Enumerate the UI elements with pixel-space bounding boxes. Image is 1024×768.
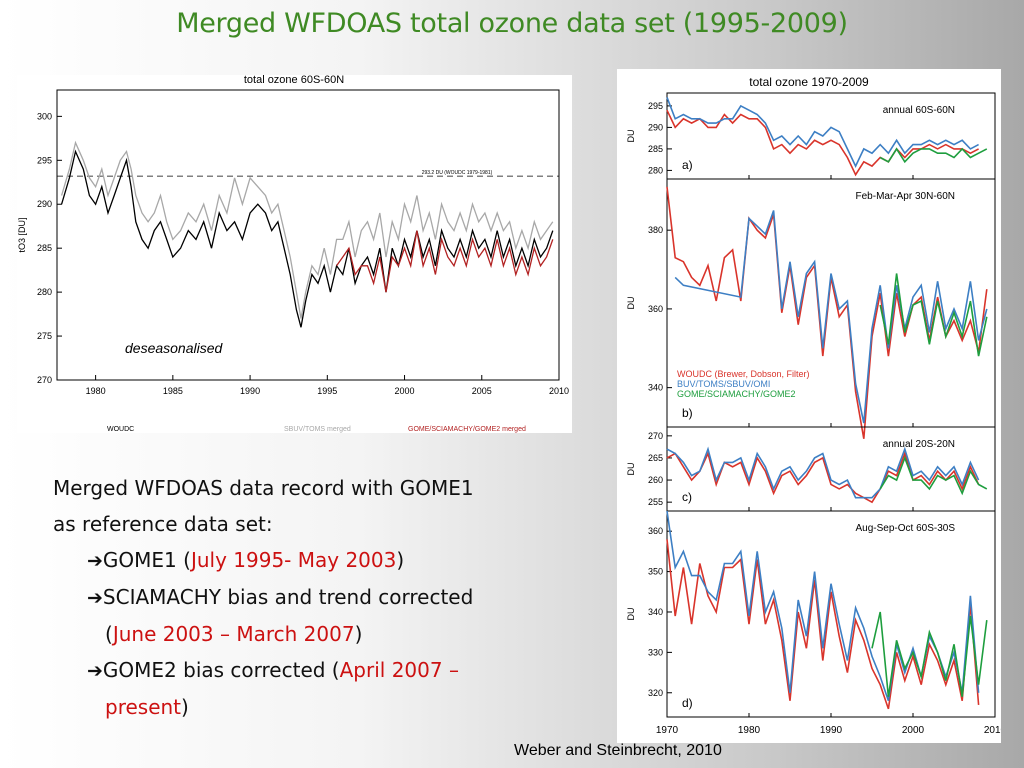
series-line-gome-sciamachy-gome2 xyxy=(879,455,988,496)
y-tick-label: 360 xyxy=(648,526,663,536)
y-tick-label: 280 xyxy=(648,165,663,175)
panel-region-label: annual 20S-20N xyxy=(883,439,955,450)
legend-buv-toms: BUV/TOMS/SBUV/OMI xyxy=(677,379,770,389)
x-tick-label: 1980 xyxy=(738,725,761,736)
citation: Weber and Steinbrecht, 2010 xyxy=(514,742,722,759)
y-tick-label: 340 xyxy=(648,607,663,617)
y-tick-label: 320 xyxy=(648,688,663,698)
reference-line-label: 293.2 DU (WOUDC 1979-1981) xyxy=(422,170,493,176)
y-axis-label: DU xyxy=(626,297,636,310)
panel-region-label: Aug-Sep-Oct 60S-30S xyxy=(856,523,956,534)
series-line-buv-toms-sbuv-omi xyxy=(674,210,988,424)
panel-annual-60s-60n: 280 285 290 295 DU annual 60S-60N a) xyxy=(626,92,996,180)
panel-feb-mar-apr-30n-60n: 340 360 380 DU Feb-Mar-Apr 30N-60N b) xyxy=(626,178,996,439)
y-tick-label: 270 xyxy=(648,431,663,441)
x-tick-label: 2005 xyxy=(472,386,492,396)
y-axis-label: DU xyxy=(626,463,636,476)
panel-letter-label: b) xyxy=(682,406,693,420)
y-tick-label: 295 xyxy=(648,101,663,111)
x-tick-label: 1990 xyxy=(240,386,260,396)
series-line-sbuv-toms-merged xyxy=(60,140,554,319)
arrow-icon: ➔ xyxy=(87,550,103,572)
panel-annual-20s-20n: 255 260 265 270 DU annual 20S-20N c) xyxy=(626,426,996,512)
y-axis-label: tO3 [DU] xyxy=(17,217,27,252)
bullet-sciamachy-period: (June 2003 – March 2007) xyxy=(105,622,363,646)
arrow-icon: ➔ xyxy=(87,587,103,609)
y-tick-label: 260 xyxy=(648,475,663,485)
bullet-sciamachy: ➔SCIAMACHY bias and trend corrected xyxy=(87,585,474,609)
bullet-list: Merged WFDOAS data record with GOME1 as … xyxy=(53,470,613,725)
chart-panel-total-ozone-1970-2009: total ozone 1970-2009 280 285 290 295 DU annu… xyxy=(617,69,1007,743)
series-line-gome-sciamachy-gome2 xyxy=(871,611,988,697)
y-tick-label: 280 xyxy=(37,287,52,297)
bullet-gome1: ➔GOME1 (July 1995- May 2003) xyxy=(87,548,405,572)
series-line-woudc-brewer-dobson-filter xyxy=(666,539,980,710)
annotation-deseasonalised: deseasonalised xyxy=(125,340,224,356)
chart-total-ozone-1970-2009: total ozone 1970-2009 280 285 290 295 DU annu… xyxy=(626,75,1007,736)
legend-woudc: WOUDC xyxy=(107,426,134,433)
x-tick-label: 1995 xyxy=(317,386,337,396)
bullet-gome2-period: present) xyxy=(105,695,189,719)
intro-line-2: as reference data set: xyxy=(53,512,273,536)
series-line-buv-toms-sbuv-omi xyxy=(666,97,979,168)
x-tick-label: 1990 xyxy=(820,725,843,736)
panel-letter-label: c) xyxy=(682,490,692,504)
y-tick-label: 290 xyxy=(648,122,663,132)
x-tick-label: 2000 xyxy=(902,725,925,736)
chart-title: total ozone 60S-60N xyxy=(244,75,344,86)
intro-line-1: Merged WFDOAS data record with GOME1 xyxy=(53,476,474,500)
y-tick-label: 285 xyxy=(648,144,663,154)
series-line-gome-sciamachy-gome2 xyxy=(879,147,988,164)
slide-title: Merged WFDOAS total ozone data set (1995… xyxy=(176,8,848,39)
legend-woudc: WOUDC (Brewer, Dobson, Filter) xyxy=(677,369,810,379)
x-tick-label: 1980 xyxy=(86,386,106,396)
y-tick-label: 285 xyxy=(37,243,52,253)
y-tick-label: 380 xyxy=(648,225,663,235)
panel-region-label: Feb-Mar-Apr 30N-60N xyxy=(856,191,955,202)
series-line-woudc-brewer-dobson-filter xyxy=(666,451,980,504)
x-tick-label: 2000 xyxy=(395,386,415,396)
y-tick-label: 340 xyxy=(648,383,663,393)
legend-gome: GOME/SCIAMACHY/GOME2 merged xyxy=(408,426,526,433)
chart-total-ozone-60s-60n: total ozone 60S-60N 1980 1985 1990 1995 2000… xyxy=(17,74,569,433)
y-tick-label: 300 xyxy=(37,111,52,121)
y-tick-label: 330 xyxy=(648,647,663,657)
y-tick-label: 290 xyxy=(37,199,52,209)
chart-panel-total-ozone-60s-60n: total ozone 60S-60N 1980 1985 1990 1995 2000… xyxy=(17,74,572,433)
y-axis-label: DU xyxy=(626,130,636,143)
bullet-gome2: ➔GOME2 bias corrected (April 2007 – xyxy=(87,658,459,682)
y-tick-label: 270 xyxy=(37,375,52,385)
y-axis-label: DU xyxy=(626,608,636,621)
series-line-buv-toms-sbuv-omi xyxy=(666,446,980,499)
chart-title: total ozone 1970-2009 xyxy=(749,75,869,89)
x-tick-label: 1985 xyxy=(163,386,183,396)
arrow-icon: ➔ xyxy=(87,660,103,682)
panel-letter-label: d) xyxy=(682,696,693,710)
y-tick-label: 265 xyxy=(648,453,663,463)
series-line-gome-sciamachy-gome2-merged xyxy=(336,230,554,293)
x-tick-label: 2010 xyxy=(549,386,569,396)
panel-aug-sep-oct-60s-30s: 320 330 340 350 360 DU Aug-Sep-Oct 60S-30S d) xyxy=(626,510,996,718)
y-tick-label: 360 xyxy=(648,304,663,314)
panel-region-label: annual 60S-60N xyxy=(883,105,955,116)
x-tick-label: 2010 xyxy=(984,725,1001,736)
y-tick-label: 350 xyxy=(648,567,663,577)
series-line-gome-sciamachy-gome2 xyxy=(879,273,988,357)
series-line-woudc xyxy=(60,149,554,328)
panel-letter-label: a) xyxy=(682,158,693,172)
plot-frame xyxy=(56,89,560,381)
series-line-woudc-brewer-dobson-filter xyxy=(666,109,979,177)
y-tick-label: 255 xyxy=(648,497,663,507)
y-tick-label: 295 xyxy=(37,155,52,165)
y-tick-label: 275 xyxy=(37,331,52,341)
legend-gome: GOME/SCIAMACHY/GOME2 xyxy=(677,389,796,399)
x-tick-label: 1970 xyxy=(656,725,679,736)
legend-sbuv-toms: SBUV/TOMS merged xyxy=(284,426,351,433)
